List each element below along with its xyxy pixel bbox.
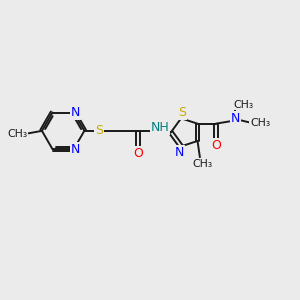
Text: O: O: [211, 139, 221, 152]
Text: CH₃: CH₃: [250, 118, 270, 128]
Text: N: N: [175, 146, 184, 159]
Text: S: S: [95, 124, 103, 137]
Text: CH₃: CH₃: [233, 100, 254, 110]
Text: O: O: [133, 147, 143, 160]
Text: CH₃: CH₃: [192, 159, 212, 169]
Text: NH: NH: [151, 122, 169, 134]
Text: S: S: [178, 106, 186, 119]
Text: N: N: [230, 112, 240, 125]
Text: N: N: [70, 106, 80, 119]
Text: N: N: [70, 143, 80, 156]
Text: CH₃: CH₃: [8, 129, 28, 139]
